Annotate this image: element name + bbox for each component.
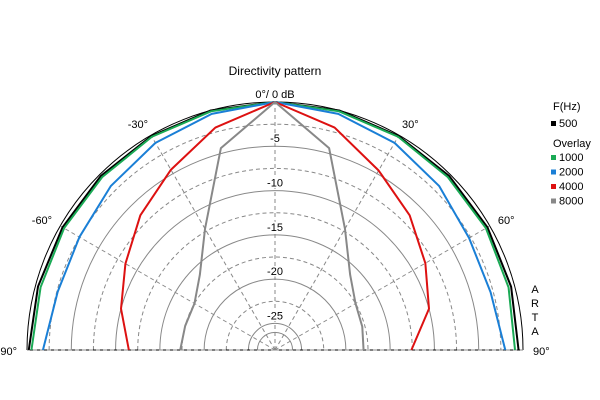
legend-label: 1000 xyxy=(559,152,583,164)
legend-label: 2000 xyxy=(559,166,583,178)
minor-ring xyxy=(92,168,458,351)
curves xyxy=(27,101,520,351)
inner-ring xyxy=(256,332,294,351)
legend-swatch xyxy=(551,184,556,189)
legend-swatch xyxy=(551,198,556,204)
radial-tick-label: -15 xyxy=(267,222,283,234)
angle-tick-label: 90° xyxy=(533,346,550,358)
legend-swatch xyxy=(551,169,556,175)
radial-tick-label: -25 xyxy=(267,310,283,322)
minor-ring xyxy=(137,212,413,351)
radial-ring xyxy=(247,323,303,351)
legend-title: F(Hz) xyxy=(553,101,581,113)
legend-swatch xyxy=(551,155,556,160)
minor-ring xyxy=(225,301,325,351)
angle-tick-label: 60° xyxy=(498,215,515,227)
legend-swatch xyxy=(551,121,556,126)
labels: 0°/ 0 dB -5 -10 -15 -20 -25 -90° -60° -30° 30° 60°… xyxy=(0,87,550,358)
radial-tick-label: -5 xyxy=(270,133,280,145)
radial-ring xyxy=(159,234,391,351)
radial-tick-label: -10 xyxy=(267,177,283,189)
legend-label: 500 xyxy=(559,118,577,130)
watermark: ARTA xyxy=(529,284,541,340)
angle-spoke xyxy=(274,134,400,351)
angle-spoke xyxy=(59,225,276,351)
radial-ring xyxy=(70,145,480,351)
chart-title: Directivity pattern xyxy=(229,64,322,78)
legend-label: 8000 xyxy=(559,195,583,207)
angle-tick-label: -60° xyxy=(32,215,52,227)
radial-tick-label: -20 xyxy=(267,266,283,278)
angle-tick-label: -30° xyxy=(128,119,148,131)
angle-tick-label: 30° xyxy=(402,119,419,131)
angle-tick-label: -90° xyxy=(0,346,17,358)
legend-label: 4000 xyxy=(559,181,583,193)
angle-spoke xyxy=(150,134,276,351)
radial-ring xyxy=(203,278,347,351)
response-curve xyxy=(179,101,365,351)
grid xyxy=(26,101,524,351)
radial-ring xyxy=(115,190,435,351)
overlay-title: Overlay xyxy=(553,138,591,150)
radial-tick-label: 0°/ 0 dB xyxy=(255,89,294,101)
angle-spoke xyxy=(274,225,491,351)
